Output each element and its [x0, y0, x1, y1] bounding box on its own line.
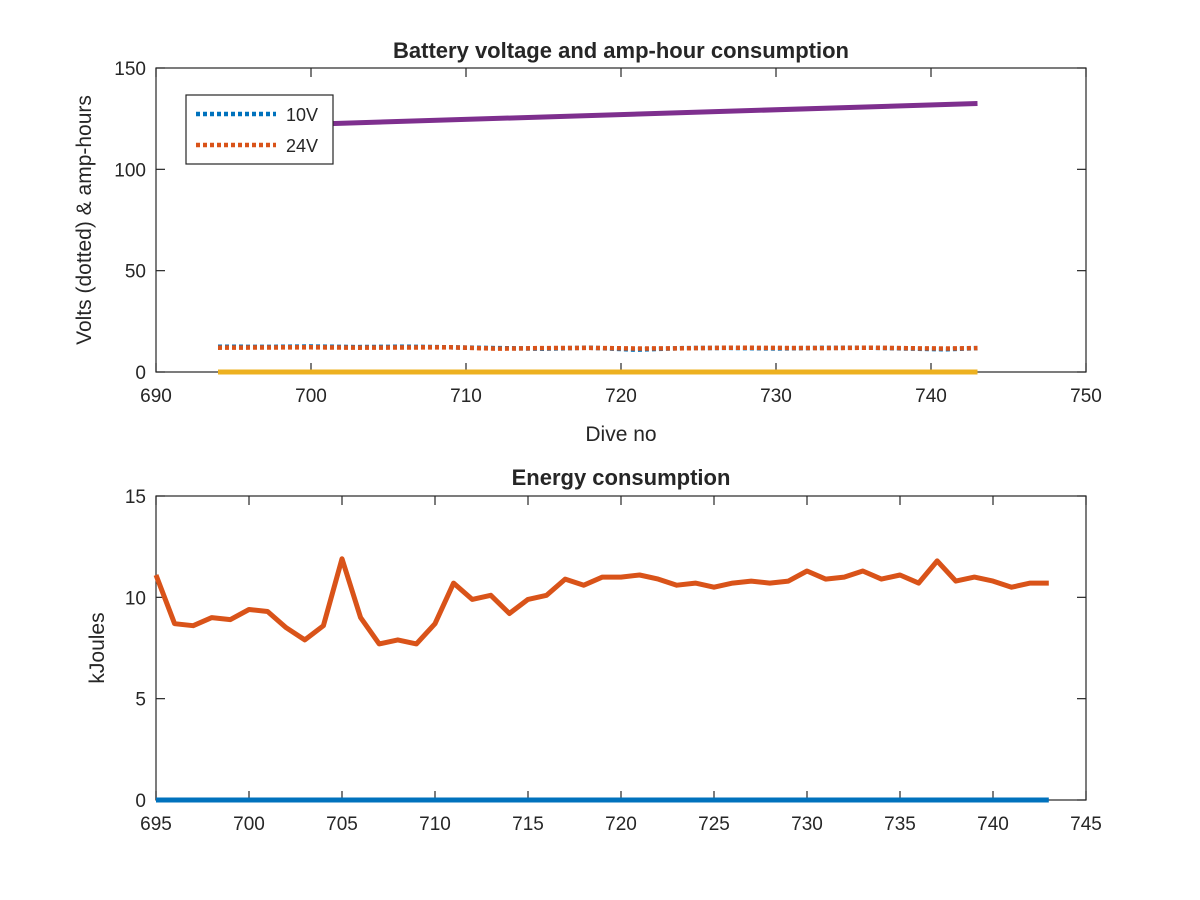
legend-label: 24V — [286, 136, 318, 156]
x-tick-label: 720 — [605, 814, 637, 835]
legend: 10V 24V — [185, 94, 334, 165]
legend-label: 10V — [286, 105, 318, 125]
x-tick-label: 710 — [419, 814, 451, 835]
y-tick-label: 100 — [114, 160, 146, 181]
chart-battery-voltage: Battery voltage and amp-hour consumption… — [73, 38, 1102, 446]
x-tick-label: 695 — [140, 814, 172, 835]
y-tick-label: 5 — [135, 690, 146, 711]
x-tick-label: 715 — [512, 814, 544, 835]
x-axis-label: Dive no — [585, 423, 656, 446]
x-tick-label: 700 — [233, 814, 265, 835]
x-tick-label: 720 — [605, 386, 637, 407]
y-axis-label: Volts (dotted) & amp-hours — [73, 95, 96, 345]
x-tick-label: 730 — [791, 814, 823, 835]
x-tick-label: 690 — [140, 386, 172, 407]
series-line-1 — [217, 345, 978, 351]
y-axis-label: kJoules — [86, 612, 109, 683]
chart-title: Battery voltage and amp-hour consumption — [393, 38, 849, 63]
x-tick-label: 725 — [698, 814, 730, 835]
chart-title: Energy consumption — [512, 465, 731, 490]
legend-box — [185, 94, 334, 165]
x-tick-label: 705 — [326, 814, 358, 835]
y-tick-label: 50 — [125, 262, 146, 283]
y-tick-label: 0 — [135, 791, 146, 812]
x-tick-label: 710 — [450, 386, 482, 407]
x-tick-label: 740 — [977, 814, 1009, 835]
series-line-2 — [326, 101, 978, 127]
y-tick-label: 15 — [125, 487, 146, 508]
chart-energy-consumption: Energy consumption kJoules 695 700 705 710 7… — [86, 465, 1102, 835]
series-line-0 — [153, 556, 1049, 647]
y-tick-label: 10 — [125, 588, 146, 609]
x-tick-label: 735 — [884, 814, 916, 835]
axes-box — [155, 495, 1087, 801]
x-tick-label: 740 — [915, 386, 947, 407]
y-tick-label: 0 — [135, 363, 146, 384]
x-tick-label: 745 — [1070, 814, 1102, 835]
y-tick-label: 150 — [114, 59, 146, 80]
x-tick-label: 730 — [760, 386, 792, 407]
x-tick-label: 700 — [295, 386, 327, 407]
x-tick-label: 750 — [1070, 386, 1102, 407]
